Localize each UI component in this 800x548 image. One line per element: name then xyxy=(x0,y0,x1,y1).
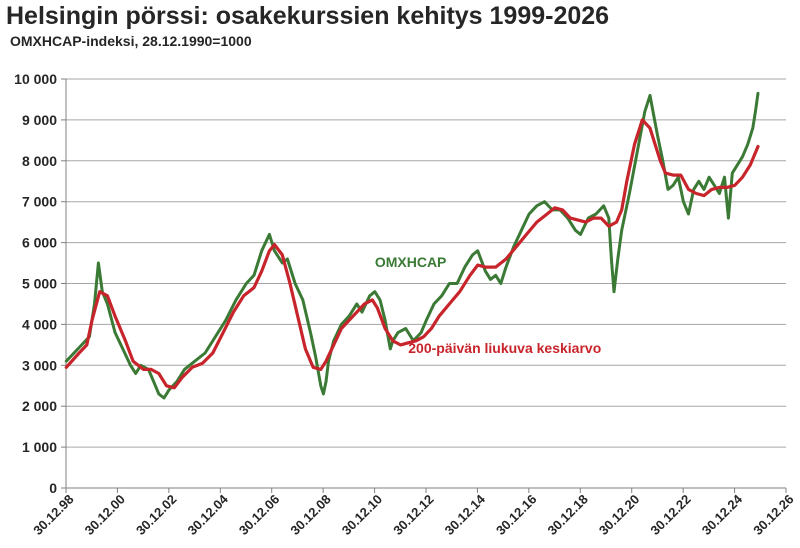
chart-annotations: OMXHCAP 200-päivän liukuva keskiarvo xyxy=(375,254,601,356)
x-tick-label: 30.12.14 xyxy=(442,491,489,538)
series-line-omxhcap xyxy=(64,91,760,400)
x-tick-label: 30.12.18 xyxy=(544,492,590,538)
chart-gridlines xyxy=(66,78,786,448)
x-tick-label: 30.12.22 xyxy=(647,492,693,538)
annotation-label: OMXHCAP xyxy=(375,254,447,270)
x-tick-label: 30.12.02 xyxy=(133,492,179,538)
page-title: Helsingin pörssi: osakekurssien kehitys … xyxy=(6,2,610,30)
y-tick-label: 9 000 xyxy=(22,112,57,128)
y-tick-label: 3 000 xyxy=(22,357,57,373)
x-tick-label: 30.12.04 xyxy=(184,491,231,538)
x-tick-label: 30.12.10 xyxy=(339,492,385,538)
x-tick-label: 30.12.06 xyxy=(236,492,282,538)
y-tick-label: 6 000 xyxy=(22,235,57,251)
x-tick-label: 30.12.98 xyxy=(30,492,76,538)
y-axis-tick-labels: 0 1 000 2 000 3 000 4 000 5 000 6 000 7 000 8 00… xyxy=(14,71,57,496)
x-tick-label: 30.12.16 xyxy=(493,492,539,538)
y-tick-label: 4 000 xyxy=(22,316,57,332)
x-tick-label: 30.12.00 xyxy=(82,492,128,538)
page-subtitle: OMXHCAP-indeksi, 28.12.1990=1000 xyxy=(10,33,252,49)
series-line-moving-average xyxy=(64,118,760,390)
x-axis-tick-labels: 30.12.98 30.12.00 30.12.02 30.12.04 30.12.06… xyxy=(30,491,796,538)
plot-area xyxy=(61,78,787,493)
y-tick-label: 8 000 xyxy=(22,153,57,169)
x-tick-label: 30.12.08 xyxy=(287,492,333,538)
x-tick-label: 30.12.20 xyxy=(596,492,642,538)
x-tick-label: 30.12.24 xyxy=(699,491,746,538)
chart-series xyxy=(64,91,760,400)
y-tick-label: 1 000 xyxy=(22,439,57,455)
y-tick-label: 2 000 xyxy=(22,398,57,414)
y-tick-label: 5 000 xyxy=(22,276,57,292)
annotation-label: 200-päivän liukuva keskiarvo xyxy=(408,340,601,356)
x-tick-label: 30.12.26 xyxy=(750,492,796,538)
y-tick-label: 7 000 xyxy=(22,194,57,210)
x-tick-label: 30.12.12 xyxy=(390,492,436,538)
y-tick-label: 10 000 xyxy=(14,71,57,87)
y-tick-label: 0 xyxy=(49,480,57,496)
